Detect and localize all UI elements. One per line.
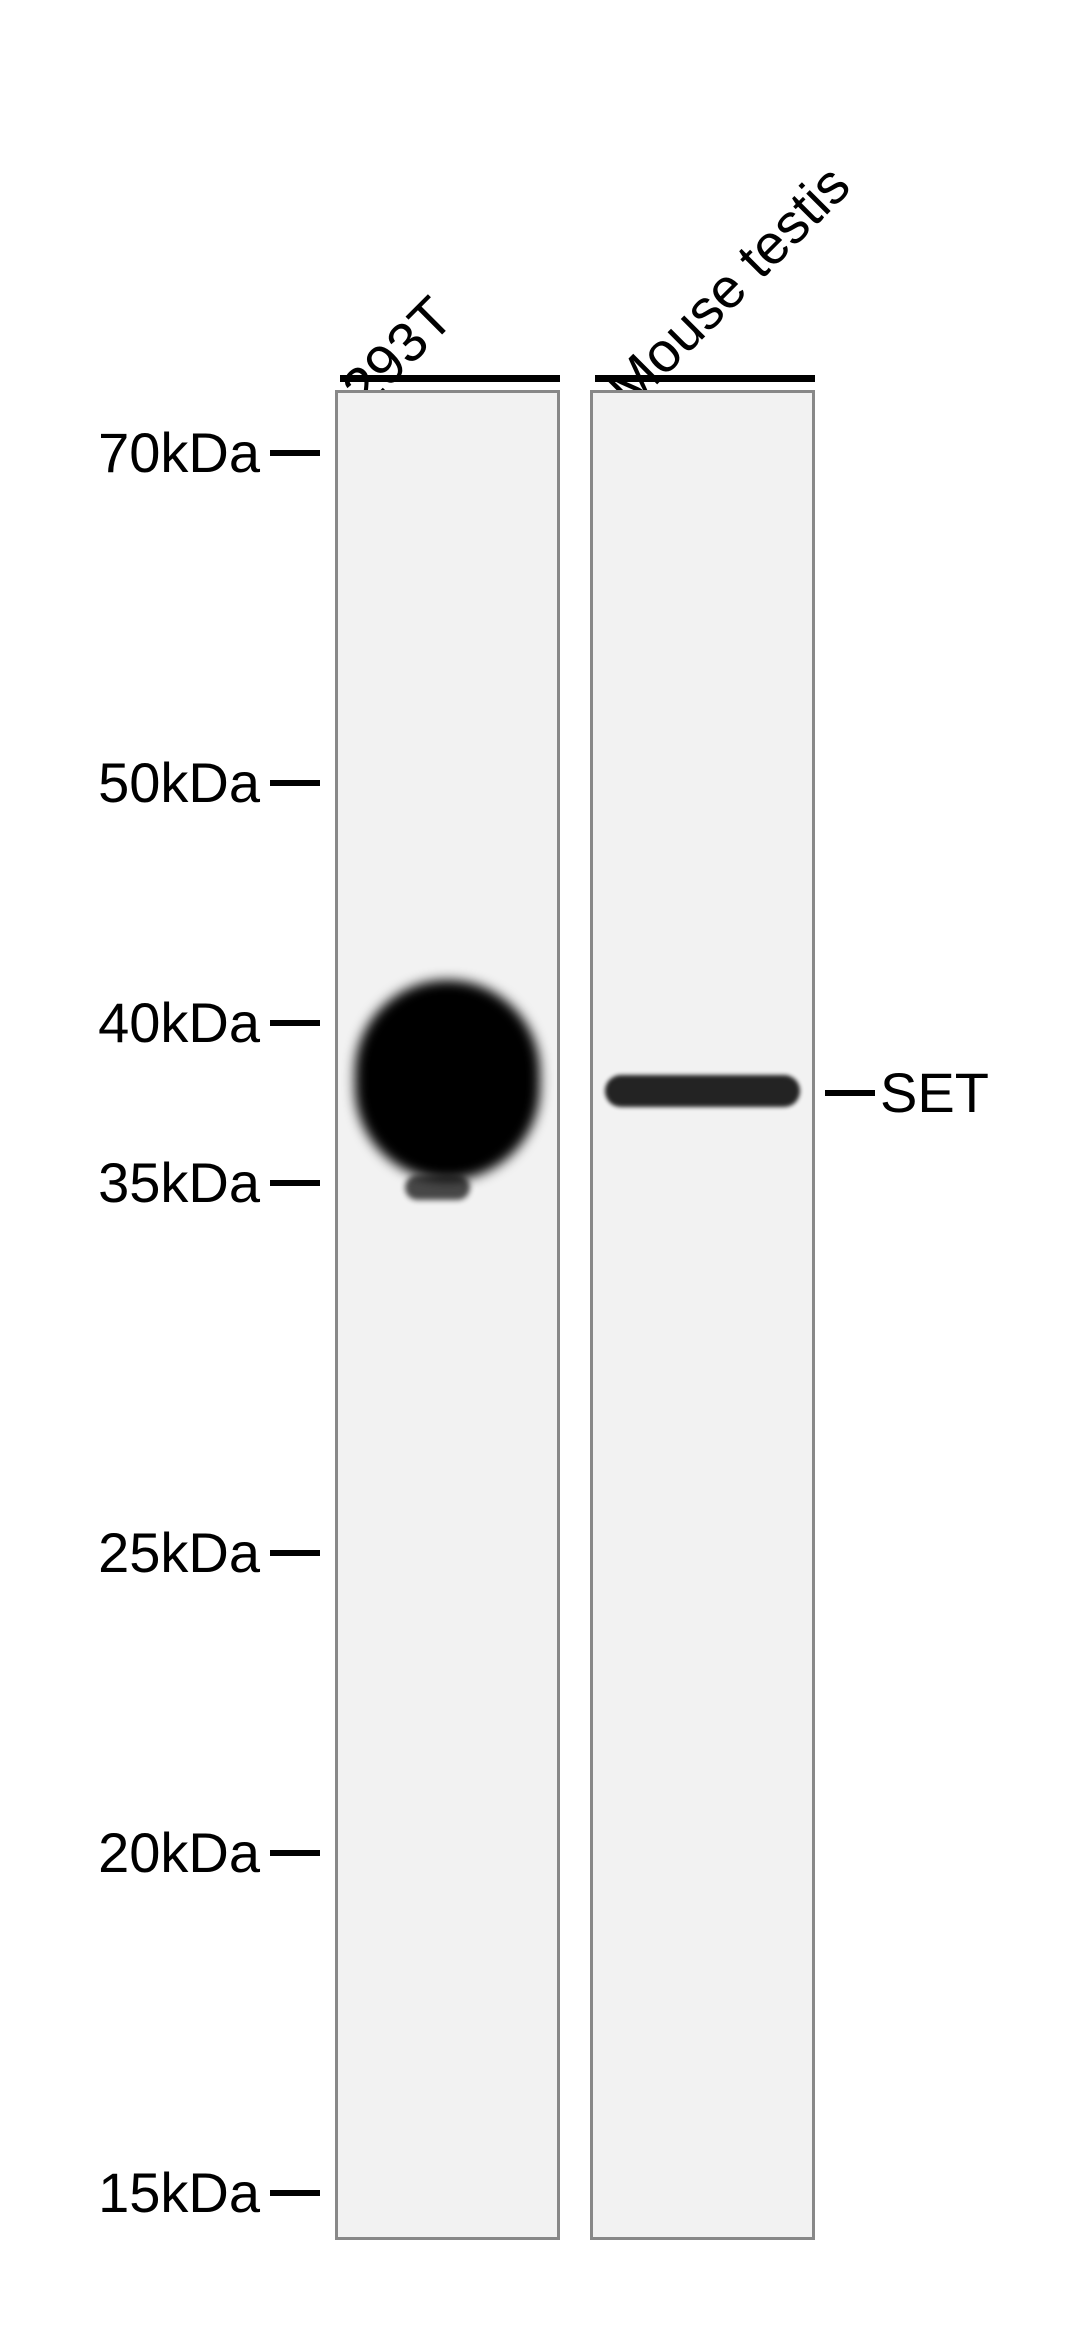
marker-tick	[270, 1180, 320, 1186]
target-label: SET	[880, 1060, 989, 1125]
lane	[335, 390, 560, 2240]
band	[605, 1075, 800, 1107]
marker-tick	[270, 1020, 320, 1026]
marker-tick	[270, 1550, 320, 1556]
marker-tick	[270, 2190, 320, 2196]
marker-label: 15kDa	[98, 2160, 260, 2225]
band	[405, 1175, 470, 1200]
blot-container: 70kDa50kDa40kDa35kDa25kDa20kDa15kDa 293T…	[0, 0, 1080, 2348]
lane	[590, 390, 815, 2240]
lane-underline	[595, 375, 815, 382]
marker-label: 25kDa	[98, 1520, 260, 1585]
band	[355, 980, 540, 1180]
marker-tick	[270, 780, 320, 786]
marker-tick	[270, 1850, 320, 1856]
marker-tick	[270, 450, 320, 456]
marker-label: 35kDa	[98, 1150, 260, 1215]
marker-label: 20kDa	[98, 1820, 260, 1885]
lane-underline	[340, 375, 560, 382]
marker-label: 40kDa	[98, 990, 260, 1055]
target-tick	[825, 1090, 875, 1096]
marker-label: 50kDa	[98, 750, 260, 815]
marker-label: 70kDa	[98, 420, 260, 485]
